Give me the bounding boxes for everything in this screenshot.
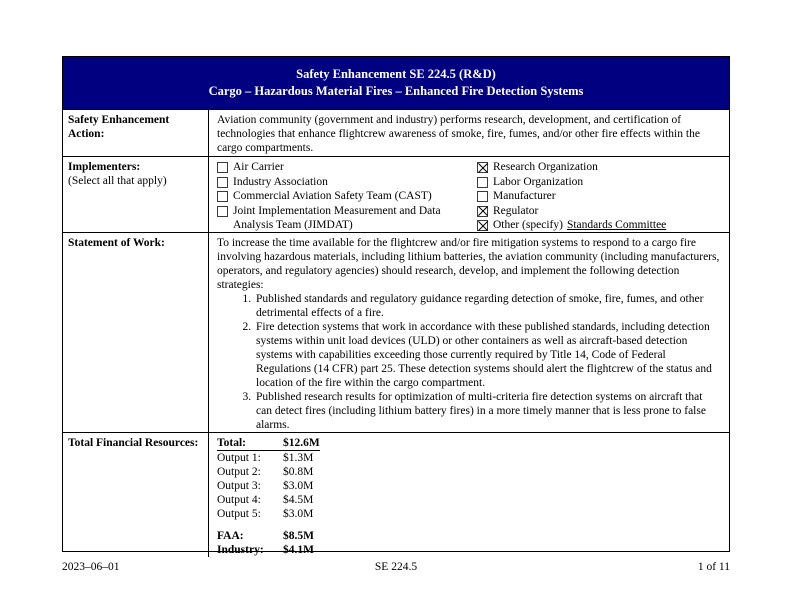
financial-line-item: FAA: $8.5M: [217, 529, 721, 543]
checkbox-unchecked-icon[interactable]: [217, 162, 228, 173]
statement-of-work-text: To increase the time available for the f…: [208, 233, 729, 432]
row-statement-of-work: Statement of Work: To increase the time …: [63, 232, 729, 432]
action-row-text: Aviation community (government and indus…: [208, 110, 729, 156]
action-row-label: Safety Enhancement Action:: [68, 114, 170, 140]
checkbox-checked-icon[interactable]: [477, 220, 488, 232]
statement-intro: To increase the time available for the f…: [217, 237, 720, 291]
financial-line-name: Output 5:: [217, 508, 261, 520]
financial-total-row: Total: $12.6M: [217, 436, 721, 451]
financial-outputs: Output 1: $1.3M Output 2: $0.8M Output 3: $3.…: [217, 451, 721, 521]
detection-strategies-list: Published standards and regulatory guida…: [217, 292, 721, 432]
footer-doc-id: SE 224.5: [374, 561, 418, 573]
financial-line-name: Output 3:: [217, 480, 261, 492]
row-safety-enhancement-action: Safety Enhancement Action: Aviation comm…: [63, 109, 729, 156]
financial-line-amount: $3.0M: [283, 508, 314, 520]
financial-row-label: Total Financial Resources:: [68, 437, 199, 449]
checkbox-option[interactable]: Other (specify) Standards Committee: [477, 218, 721, 233]
checkbox-option[interactable]: Joint Implementation Measurement and Dat…: [217, 204, 477, 233]
checkbox-unchecked-icon[interactable]: [217, 205, 228, 217]
checkbox-option[interactable]: Regulator: [477, 204, 721, 219]
title-line-2: Cargo – Hazardous Material Fires – Enhan…: [208, 84, 584, 98]
checkbox-option-label: Joint Implementation Measurement and Dat…: [233, 204, 441, 232]
checkbox-option[interactable]: Manufacturer: [477, 189, 721, 204]
financial-line-amount: $4.5M: [283, 494, 314, 506]
checkbox-option[interactable]: Industry Association: [217, 175, 477, 190]
implementers-options: Air Carrier Industry Association Commercia…: [208, 157, 729, 233]
checkbox-option-label: Other (specify): [493, 219, 563, 232]
financial-breakdown: FAA: $8.5M Industry: $4.1M: [217, 529, 721, 557]
checkbox-unchecked-icon[interactable]: [477, 176, 488, 188]
checkbox-option[interactable]: Labor Organization: [477, 175, 721, 190]
financial-line-name: FAA:: [217, 530, 244, 542]
title-line-1: Safety Enhancement SE 224.5 (R&D): [296, 67, 496, 81]
checkbox-option[interactable]: Commercial Aviation Safety Team (CAST): [217, 189, 477, 204]
document-title-banner: Safety Enhancement SE 224.5 (R&D) Cargo …: [63, 57, 729, 109]
row-total-financial-resources: Total Financial Resources: Total: $12.6M …: [63, 432, 729, 557]
other-specify-value: Standards Committee: [566, 219, 667, 232]
footer-date: 2023–06–01: [62, 561, 120, 573]
financial-line-amount: $3.0M: [283, 480, 314, 492]
implementers-right-column: Research Organization Labor Organization M…: [477, 160, 721, 233]
footer-page-number: 1 of 11: [697, 561, 730, 573]
implementers-left-column: Air Carrier Industry Association Commercia…: [217, 160, 477, 233]
checkbox-option-label: Industry Association: [233, 175, 328, 188]
implementers-sublabel: (Select all that apply): [68, 175, 167, 187]
financial-line-name: Output 4:: [217, 494, 261, 506]
detection-strategy-item: Published standards and regulatory guida…: [254, 292, 721, 320]
statement-of-work-label: Statement of Work:: [68, 237, 165, 249]
detection-strategy-item: Fire detection systems that work in acco…: [254, 320, 721, 390]
checkbox-checked-icon[interactable]: [477, 205, 488, 217]
checkbox-option[interactable]: Air Carrier: [217, 160, 477, 175]
financial-line-item: Industry: $4.1M: [217, 543, 721, 557]
financial-line-name: Output 1:: [217, 452, 261, 464]
financial-total-amount: $12.6M: [283, 437, 320, 449]
financial-figures: Total: $12.6M Output 1: $1.3M Output 2: $0.8…: [208, 433, 729, 557]
checkbox-option[interactable]: Research Organization: [477, 160, 721, 175]
financial-line-name: Industry:: [217, 544, 264, 556]
checkbox-option-label: Labor Organization: [493, 175, 584, 188]
checkbox-unchecked-icon[interactable]: [217, 191, 228, 203]
financial-line-amount: $0.8M: [283, 466, 314, 478]
implementers-label: Implementers:: [68, 161, 141, 173]
financial-line-amount: $4.1M: [283, 544, 314, 556]
financial-total-name: Total:: [217, 437, 246, 449]
checkbox-unchecked-icon[interactable]: [477, 191, 488, 203]
financial-line-item: Output 5: $3.0M: [217, 507, 721, 521]
checkbox-unchecked-icon[interactable]: [217, 176, 228, 188]
financial-line-item: Output 3: $3.0M: [217, 479, 721, 493]
financial-line-amount: $8.5M: [283, 530, 314, 542]
financial-line-item: Output 1: $1.3M: [217, 451, 721, 465]
financial-line-name: Output 2:: [217, 466, 261, 478]
financial-line-item: Output 2: $0.8M: [217, 465, 721, 479]
checkbox-option-label: Commercial Aviation Safety Team (CAST): [233, 190, 432, 203]
financial-line-item: Output 4: $4.5M: [217, 493, 721, 507]
checkbox-option-label: Manufacturer: [493, 190, 556, 203]
detection-strategy-item: Published research results for optimizat…: [254, 390, 721, 432]
safety-enhancement-form: Safety Enhancement SE 224.5 (R&D) Cargo …: [62, 56, 730, 557]
implementers-row-label: Implementers: (Select all that apply): [63, 157, 208, 233]
checkbox-option-label: Regulator: [493, 204, 539, 217]
checkbox-option-label: Air Carrier: [233, 161, 284, 173]
row-implementers: Implementers: (Select all that apply) Ai…: [63, 156, 729, 233]
financial-line-amount: $1.3M: [283, 452, 314, 464]
checkbox-checked-icon[interactable]: [477, 162, 488, 173]
checkbox-option-label: Research Organization: [493, 161, 598, 173]
